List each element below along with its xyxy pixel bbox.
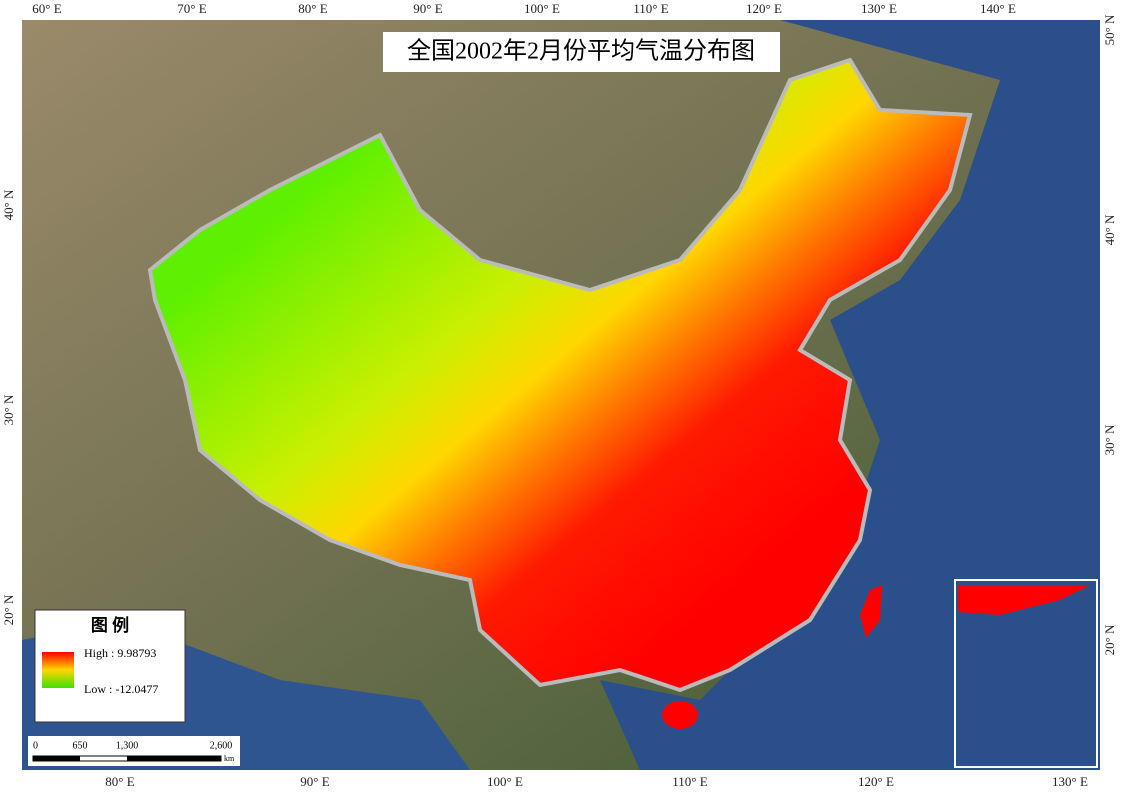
graticule-label: 30° N xyxy=(1,394,16,425)
temperature-surface xyxy=(147,57,973,693)
legend-low: Low : -12.0477 xyxy=(84,682,158,696)
scale-seg xyxy=(33,756,80,761)
graticule-label: 80° E xyxy=(105,774,134,789)
hainan xyxy=(662,701,698,729)
graticule-label: 120° E xyxy=(858,774,894,789)
graticule-label: 30° N xyxy=(1102,424,1117,455)
graticule-label: 120° E xyxy=(746,1,782,16)
graticule-label: 20° N xyxy=(1,594,16,625)
graticule-label: 40° N xyxy=(1,189,16,220)
graticule-label: 130° E xyxy=(1052,774,1088,789)
graticule-label: 110° E xyxy=(633,1,668,16)
graticule-label: 90° E xyxy=(413,1,442,16)
legend-high: High : 9.98793 xyxy=(84,646,156,660)
scale-seg xyxy=(127,756,221,761)
graticule-label: 80° E xyxy=(298,1,327,16)
graticule-label: 130° E xyxy=(861,1,897,16)
scale-tick-label: 650 xyxy=(73,740,88,751)
legend-ramp xyxy=(42,652,74,688)
graticule-label: 50° N xyxy=(1102,14,1117,45)
inset-land xyxy=(958,585,1090,615)
graticule-label: 110° E xyxy=(672,774,707,789)
scale-unit: km xyxy=(224,754,235,763)
graticule-label: 100° E xyxy=(524,1,560,16)
scale-tick-label: 0 xyxy=(33,740,38,751)
scale-tick-label: 1,300 xyxy=(116,740,139,751)
graticule-label: 40° N xyxy=(1102,214,1117,245)
legend-title: 图 例 xyxy=(91,615,129,635)
graticule-label: 60° E xyxy=(32,1,61,16)
map-title: 全国2002年2月份平均气温分布图 xyxy=(407,38,755,65)
graticule-label: 20° N xyxy=(1102,624,1117,655)
graticule-label: 140° E xyxy=(980,1,1016,16)
graticule-label: 70° E xyxy=(177,1,206,16)
title-box xyxy=(383,32,780,72)
taiwan xyxy=(860,585,882,638)
graticule-label: 100° E xyxy=(487,774,523,789)
scale-tick-label: 2,600 xyxy=(210,740,233,751)
graticule-label: 90° E xyxy=(300,774,329,789)
